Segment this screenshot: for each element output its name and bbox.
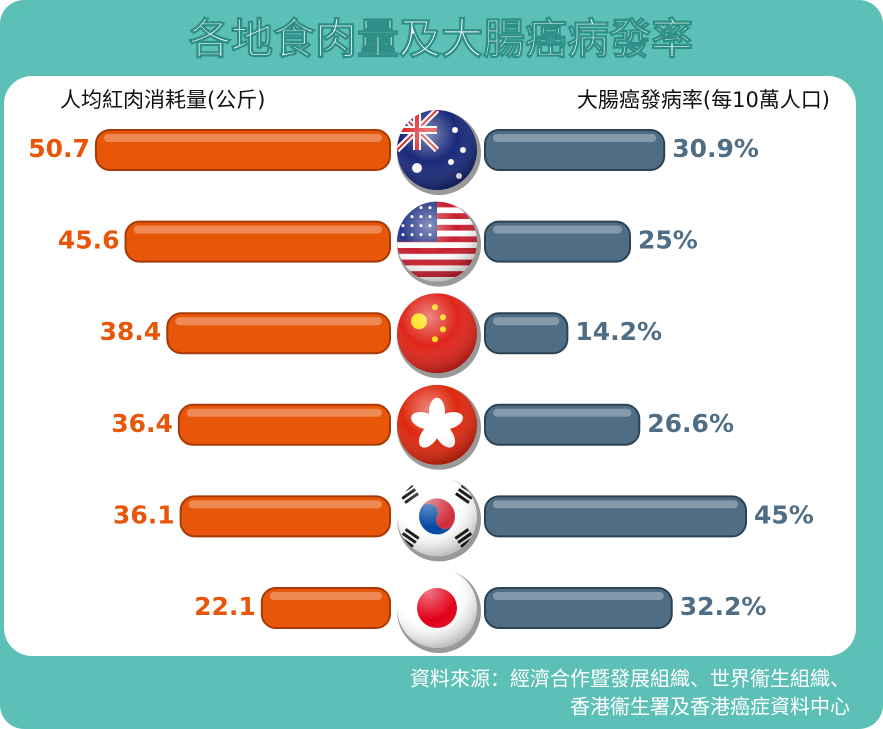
data-label: 26.6% xyxy=(647,409,734,438)
data-label: 14.2% xyxy=(575,317,662,346)
source-line: 香港衞生署及香港癌症資料中心 xyxy=(570,695,850,719)
bar-shine xyxy=(493,225,622,234)
bar-shine xyxy=(269,592,382,600)
data-label: 36.4 xyxy=(111,409,173,438)
legend-left: 人均紅肉消耗量(公斤) xyxy=(60,88,265,112)
bar-shine xyxy=(175,317,382,326)
bar xyxy=(94,129,391,171)
bar-shine xyxy=(493,317,560,326)
bar xyxy=(484,495,747,538)
bar-shine xyxy=(493,408,632,417)
bar xyxy=(179,495,391,538)
flag xyxy=(397,476,481,562)
bar xyxy=(166,312,391,355)
bar xyxy=(484,312,569,355)
chart-title: 各地食肉量及大腸癌病發率 xyxy=(189,15,693,64)
bar-shine xyxy=(493,592,664,600)
flag xyxy=(397,110,481,195)
flag-gloss xyxy=(397,201,477,282)
legend-right: 大腸癌發病率(每10萬人口) xyxy=(577,88,830,112)
flag-gloss xyxy=(397,384,477,465)
flag xyxy=(397,568,481,653)
bar xyxy=(177,403,391,446)
data-label: 25% xyxy=(638,226,698,255)
data-label: 45.6 xyxy=(58,226,120,255)
bar-shine xyxy=(493,134,657,142)
data-label: 45% xyxy=(754,500,814,529)
bar xyxy=(484,220,631,263)
flag-gloss xyxy=(397,293,477,374)
bar-shine xyxy=(493,500,738,509)
bar-shine xyxy=(188,500,382,509)
flag-gloss xyxy=(397,476,477,557)
bar xyxy=(124,220,392,263)
source-line: 資料來源：經濟合作暨發展組織、世界衞生組織、 xyxy=(410,667,850,691)
data-label: 36.1 xyxy=(113,500,175,529)
bar xyxy=(260,587,391,629)
bar-shine xyxy=(186,408,382,417)
flag xyxy=(397,201,481,287)
flag-gloss xyxy=(397,110,477,190)
flag xyxy=(397,293,481,379)
data-label: 30.9% xyxy=(672,134,759,163)
bar xyxy=(484,129,666,171)
flag xyxy=(397,384,481,470)
bar-shine xyxy=(133,225,382,234)
data-label: 22.1 xyxy=(194,592,256,621)
data-label: 32.2% xyxy=(680,592,767,621)
bar-shine xyxy=(103,134,382,142)
data-label: 38.4 xyxy=(100,317,162,346)
bar xyxy=(484,587,673,629)
data-label: 50.7 xyxy=(28,134,90,163)
bar xyxy=(484,403,641,446)
flag-gloss xyxy=(397,568,477,648)
